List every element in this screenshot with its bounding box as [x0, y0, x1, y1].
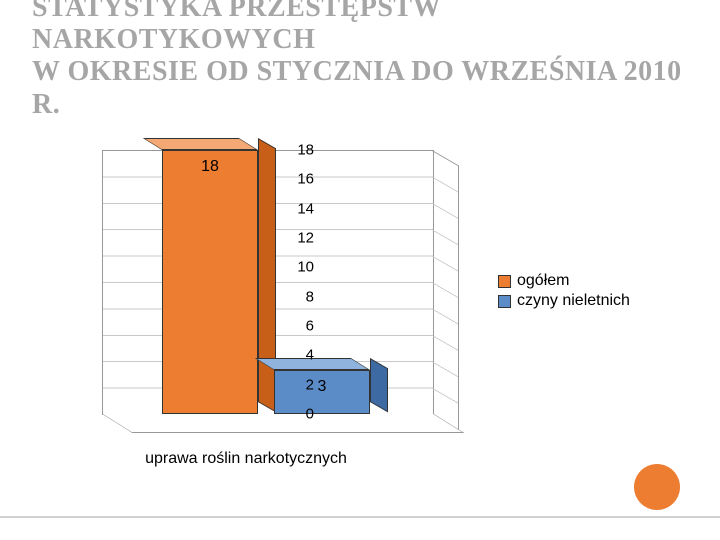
legend-label: ogółem	[517, 272, 569, 290]
bars-group: 183	[102, 150, 432, 414]
y-tick: 16	[274, 171, 314, 188]
plot-area: 183	[102, 150, 432, 440]
slide: { "title": { "line1": "STATYSTYKA PRZEST…	[0, 0, 720, 540]
chart-side-wall	[432, 150, 459, 432]
y-tick: 18	[274, 142, 314, 159]
legend-swatch	[498, 295, 511, 308]
bar-value-label: 18	[162, 158, 258, 176]
footer-line	[0, 516, 720, 518]
title-line1: STATYSTYKA PRZESTĘPSTW NARKOTYKOWYCH	[32, 0, 441, 55]
page-title: STATYSTYKA PRZESTĘPSTW NARKOTYKOWYCH W O…	[32, 0, 688, 121]
x-axis-label: uprawa roślin narkotycznych	[56, 450, 436, 468]
y-tick: 10	[274, 259, 314, 276]
bar-0: 18	[162, 150, 258, 414]
y-tick: 8	[274, 288, 314, 305]
legend: ogółem czyny nieletnich	[498, 270, 630, 312]
legend-swatch	[498, 275, 511, 288]
y-tick: 0	[274, 406, 314, 423]
y-tick: 12	[274, 230, 314, 247]
legend-label: czyny nieletnich	[517, 292, 630, 310]
y-tick: 6	[274, 318, 314, 335]
legend-item-ogolem: ogółem	[498, 272, 630, 290]
y-tick: 14	[274, 200, 314, 217]
title-line2: W OKRESIE OD STYCZNIA DO WRZEŚNIA 2010 R…	[32, 56, 682, 119]
bar-chart: 183 0 2 4 6 8 10 12 14 16 18 uprawa roślin narkot…	[56, 150, 656, 490]
y-tick: 2	[274, 376, 314, 393]
footer-circle	[634, 464, 680, 510]
legend-item-czyny: czyny nieletnich	[498, 292, 630, 310]
y-tick: 4	[274, 347, 314, 364]
